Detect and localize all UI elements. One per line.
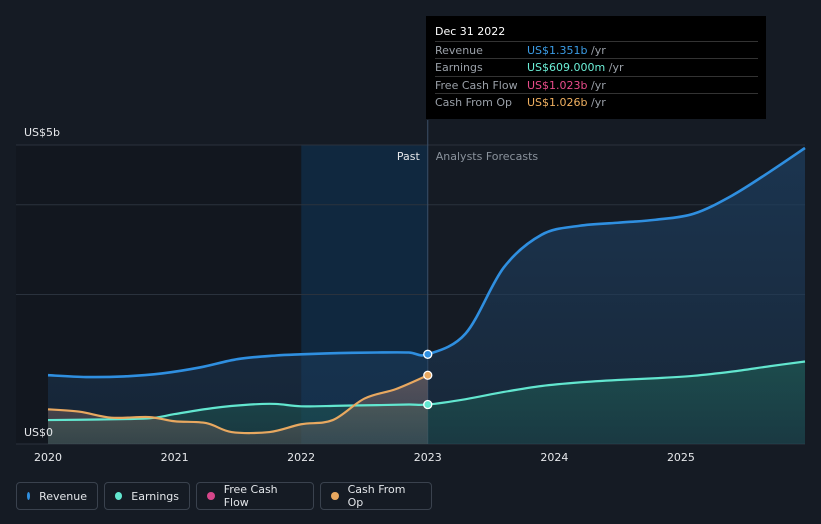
- legend-dot-icon: [115, 492, 123, 500]
- tooltip-panel: Dec 31 2022 Revenue US$1.351b /yr Earning…: [426, 16, 766, 119]
- line-earnings: [47, 360, 806, 422]
- tooltip-unit: /yr: [591, 44, 606, 57]
- y-tick-label: US$0: [24, 426, 53, 439]
- marker-earnings: [423, 399, 433, 410]
- legend-label: Earnings: [131, 489, 179, 503]
- x-tick-label: 2024: [540, 451, 568, 464]
- y-tick-label: US$5b: [24, 126, 60, 139]
- area-cash-from-op: [48, 375, 428, 444]
- tooltip-label: Revenue: [435, 44, 483, 57]
- past-label: Past: [397, 150, 421, 163]
- legend-label: Revenue: [39, 489, 87, 503]
- tooltip-value: US$1.023b: [527, 79, 588, 92]
- tooltip-row-free-cash-flow: Free Cash Flow US$1.023b /yr: [435, 76, 758, 93]
- legend-item-revenue[interactable]: Revenue: [16, 482, 98, 510]
- tooltip-unit: /yr: [591, 79, 606, 92]
- legend-dot-icon: [331, 492, 339, 500]
- tooltip-unit: /yr: [591, 96, 606, 109]
- tooltip-row-earnings: Earnings US$609.000m /yr: [435, 58, 758, 75]
- tooltip-row-revenue: Revenue US$1.351b /yr: [435, 41, 758, 58]
- tooltip-unit: /yr: [608, 61, 624, 74]
- legend-label: Free Cash Flow: [223, 483, 278, 509]
- tooltip-value: US$609.000m: [527, 61, 606, 74]
- marker-revenue: [423, 349, 433, 359]
- legend-dot-icon: [207, 492, 215, 500]
- legend-label: Cash From Op: [347, 483, 406, 509]
- tooltip-label: Free Cash Flow: [435, 79, 518, 92]
- tooltip-label: Cash From Op: [435, 96, 513, 109]
- forecast-label: Analysts Forecasts: [436, 150, 539, 163]
- x-tick-label: 2021: [161, 451, 189, 464]
- marker-cash-from-op: [423, 370, 433, 380]
- x-tick-label: 2025: [667, 451, 695, 464]
- tooltip-label: Earnings: [435, 61, 483, 74]
- area-earnings: [48, 361, 805, 444]
- legend-item-cash-from-op[interactable]: Cash From Op: [320, 482, 432, 510]
- area-revenue: [48, 147, 805, 445]
- tooltip-row-cash-from-op: Cash From Op US$1.026b /yr: [435, 93, 758, 110]
- legend: Revenue Earnings Free Cash Flow Cash Fro…: [16, 482, 432, 512]
- tooltip-value: US$1.351b: [527, 44, 588, 57]
- legend-item-free-cash-flow[interactable]: Free Cash Flow: [196, 482, 314, 510]
- line-cash-from-op: [47, 374, 429, 435]
- x-tick-label: 2020: [34, 451, 62, 464]
- legend-dot-icon: [27, 492, 31, 500]
- line-revenue: [47, 146, 806, 379]
- legend-item-earnings[interactable]: Earnings: [104, 482, 190, 510]
- x-tick-label: 2022: [287, 451, 315, 464]
- tooltip-date: Dec 31 2022: [435, 25, 506, 38]
- x-tick-label: 2023: [414, 451, 442, 464]
- tooltip-value: US$1.026b: [527, 96, 588, 109]
